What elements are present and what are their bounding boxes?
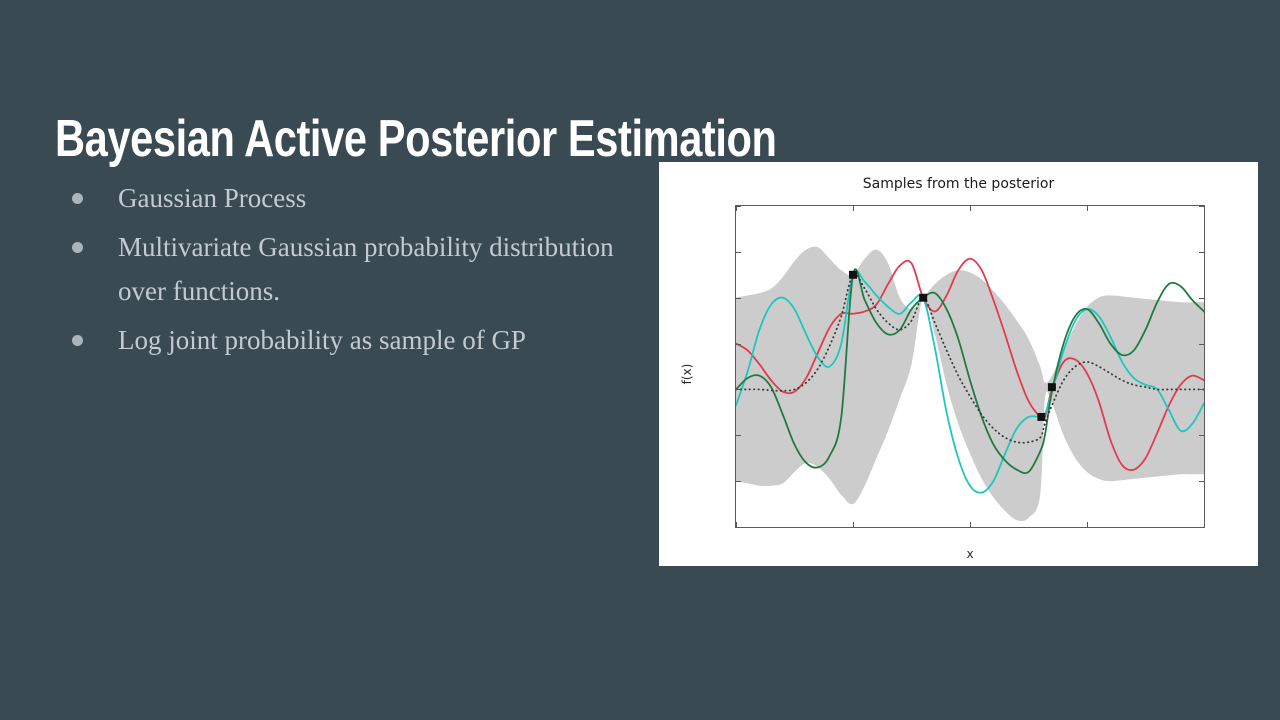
y-tick-mark xyxy=(736,389,741,391)
y-tick-mark xyxy=(736,527,741,528)
bullet-dot-icon xyxy=(72,335,83,346)
x-tick-mark xyxy=(1087,522,1088,527)
x-tick-mark xyxy=(736,522,737,527)
y-tick-mark xyxy=(1199,251,1204,253)
confidence-band xyxy=(736,246,1204,522)
y-tick-mark xyxy=(1199,527,1204,528)
sample-curves xyxy=(736,257,1204,494)
x-tick-mark xyxy=(970,522,971,527)
list-item-label: Multivariate Gaussian probability distri… xyxy=(118,232,614,306)
y-tick-mark xyxy=(1199,297,1204,299)
y-tick-mark xyxy=(736,251,741,253)
observation-markers xyxy=(849,270,1056,421)
sample-curve xyxy=(736,268,1204,475)
x-tick-mark xyxy=(970,206,971,211)
observation-marker xyxy=(1047,383,1056,392)
list-item: Gaussian Process xyxy=(60,176,640,220)
y-tick-mark xyxy=(1199,206,1204,207)
chart-card: Samples from the posterior f(x) x 43210-… xyxy=(659,162,1258,566)
y-tick-mark xyxy=(1199,481,1204,483)
y-tick-mark xyxy=(736,343,741,345)
plot-svg xyxy=(736,246,1204,522)
y-tick-mark xyxy=(736,297,741,299)
x-tick-mark xyxy=(1204,206,1205,211)
plot-area: 43210-1-2-3-10-50510 xyxy=(735,205,1205,528)
bullet-dot-icon xyxy=(72,242,83,253)
observation-marker xyxy=(919,293,928,302)
page-title: Bayesian Active Posterior Estimation xyxy=(55,109,777,168)
y-tick-mark xyxy=(1199,343,1204,345)
posterior-mean-line xyxy=(736,272,1204,444)
list-item: Multivariate Gaussian probability distri… xyxy=(60,225,640,313)
chart-y-axis-label: f(x) xyxy=(680,363,694,385)
y-tick-mark xyxy=(736,435,741,437)
observation-marker xyxy=(1037,412,1046,421)
chart-x-axis-label: x xyxy=(966,547,974,561)
x-tick-mark xyxy=(1087,206,1088,211)
bullet-list: Gaussian Process Multivariate Gaussian p… xyxy=(60,176,640,367)
list-item: Log joint probability as sample of GP xyxy=(60,318,640,362)
x-tick-mark xyxy=(736,206,737,211)
observation-marker xyxy=(849,270,857,279)
x-tick-mark xyxy=(853,522,854,527)
bullet-dot-icon xyxy=(72,193,83,204)
list-item-label: Gaussian Process xyxy=(118,183,307,213)
x-tick-mark xyxy=(1204,522,1205,527)
sample-curve xyxy=(736,270,1204,494)
x-tick-mark xyxy=(853,206,854,211)
chart-title: Samples from the posterior xyxy=(862,176,1055,192)
y-tick-mark xyxy=(736,481,741,483)
list-item-label: Log joint probability as sample of GP xyxy=(118,325,526,355)
y-tick-mark xyxy=(1199,435,1204,437)
y-tick-mark xyxy=(1199,389,1204,391)
y-tick-mark xyxy=(736,206,741,207)
